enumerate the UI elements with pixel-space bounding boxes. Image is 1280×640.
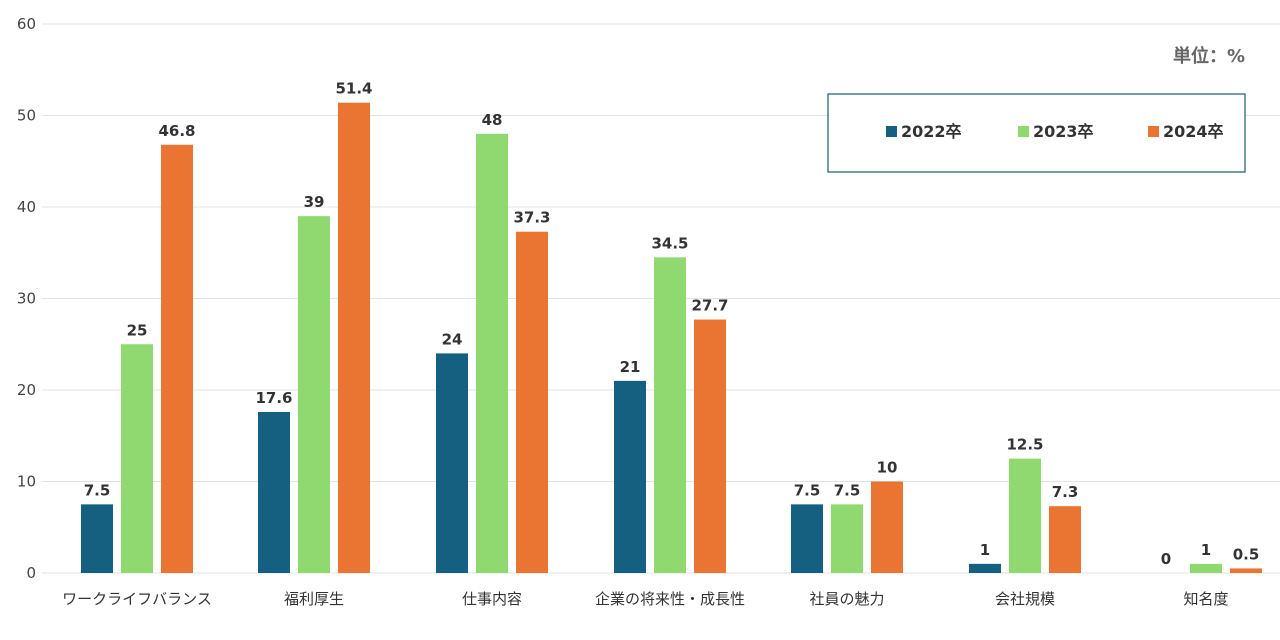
bars [81, 102, 1262, 574]
legend-swatch [1018, 126, 1029, 137]
data-label: 24 [442, 330, 463, 348]
unit-label: 単位：% [1173, 45, 1245, 67]
bar [831, 504, 863, 573]
x-tick-label: 仕事内容 [462, 590, 522, 608]
x-tick-label: 社員の魅力 [809, 590, 884, 608]
data-label: 39 [304, 193, 325, 211]
bar [161, 144, 193, 573]
data-label: 17.6 [255, 389, 292, 407]
data-label: 27.7 [691, 297, 728, 315]
bar [614, 380, 646, 573]
bar [1009, 458, 1041, 573]
x-tick-label: 会社規模 [995, 590, 1055, 608]
data-label: 21 [620, 358, 641, 376]
data-labels: 7.517.624217.51025394834.57.512.5146.851… [84, 80, 1260, 568]
data-label: 46.8 [158, 122, 195, 140]
bar [338, 102, 370, 573]
data-label: 0 [1161, 550, 1171, 568]
data-label: 34.5 [651, 234, 688, 252]
y-tick-label: 10 [17, 473, 36, 491]
x-axis-ticks: ワークライフバランス 福利厚生 仕事内容 企業の将来性・成長性 社員の魅力 会社規模 知名度 [62, 590, 1228, 608]
bar [476, 133, 508, 574]
bar [1049, 506, 1081, 573]
legend-label: 2023卒 [1033, 122, 1094, 141]
x-tick-label: 福利厚生 [284, 590, 344, 608]
bar [1230, 568, 1262, 573]
legend-label: 2024卒 [1163, 122, 1224, 141]
bar [871, 481, 903, 573]
y-tick-label: 40 [17, 198, 36, 216]
bar [1190, 563, 1222, 573]
legend: 2022卒 2023卒 2024卒 [827, 93, 1246, 173]
y-tick-label: 30 [17, 290, 36, 308]
bar [654, 257, 686, 573]
x-tick-label: ワークライフバランス [62, 590, 212, 608]
data-label: 37.3 [513, 209, 550, 227]
legend-swatch [1148, 126, 1159, 137]
y-tick-label: 20 [17, 381, 36, 399]
data-label: 1 [980, 541, 990, 559]
y-axis-ticks: 0 10 20 30 40 50 60 [17, 15, 36, 582]
bar [258, 411, 290, 573]
data-label: 7.5 [84, 481, 111, 499]
x-tick-label: 企業の将来性・成長性 [595, 590, 745, 608]
bar [969, 563, 1001, 573]
y-tick-label: 0 [26, 564, 36, 582]
legend-swatch [886, 126, 897, 137]
data-label: 10 [877, 459, 898, 477]
bar [121, 344, 153, 573]
data-label: 7.5 [794, 481, 821, 499]
legend-label: 2022卒 [901, 122, 962, 141]
data-label: 48 [482, 111, 503, 129]
bar [791, 504, 823, 573]
y-tick-label: 50 [17, 107, 36, 125]
data-label: 51.4 [335, 80, 372, 98]
bar [298, 216, 330, 573]
bar [694, 319, 726, 573]
data-label: 1 [1201, 541, 1211, 559]
bar [81, 504, 113, 573]
bar [516, 231, 548, 573]
y-tick-label: 60 [17, 15, 36, 33]
legend-box [827, 93, 1246, 173]
data-label: 0.5 [1233, 545, 1260, 563]
data-label: 12.5 [1006, 436, 1043, 454]
x-tick-label: 知名度 [1183, 590, 1228, 608]
data-label: 7.5 [834, 481, 861, 499]
bar [436, 353, 468, 573]
data-label: 25 [127, 321, 148, 339]
data-label: 7.3 [1052, 483, 1079, 501]
